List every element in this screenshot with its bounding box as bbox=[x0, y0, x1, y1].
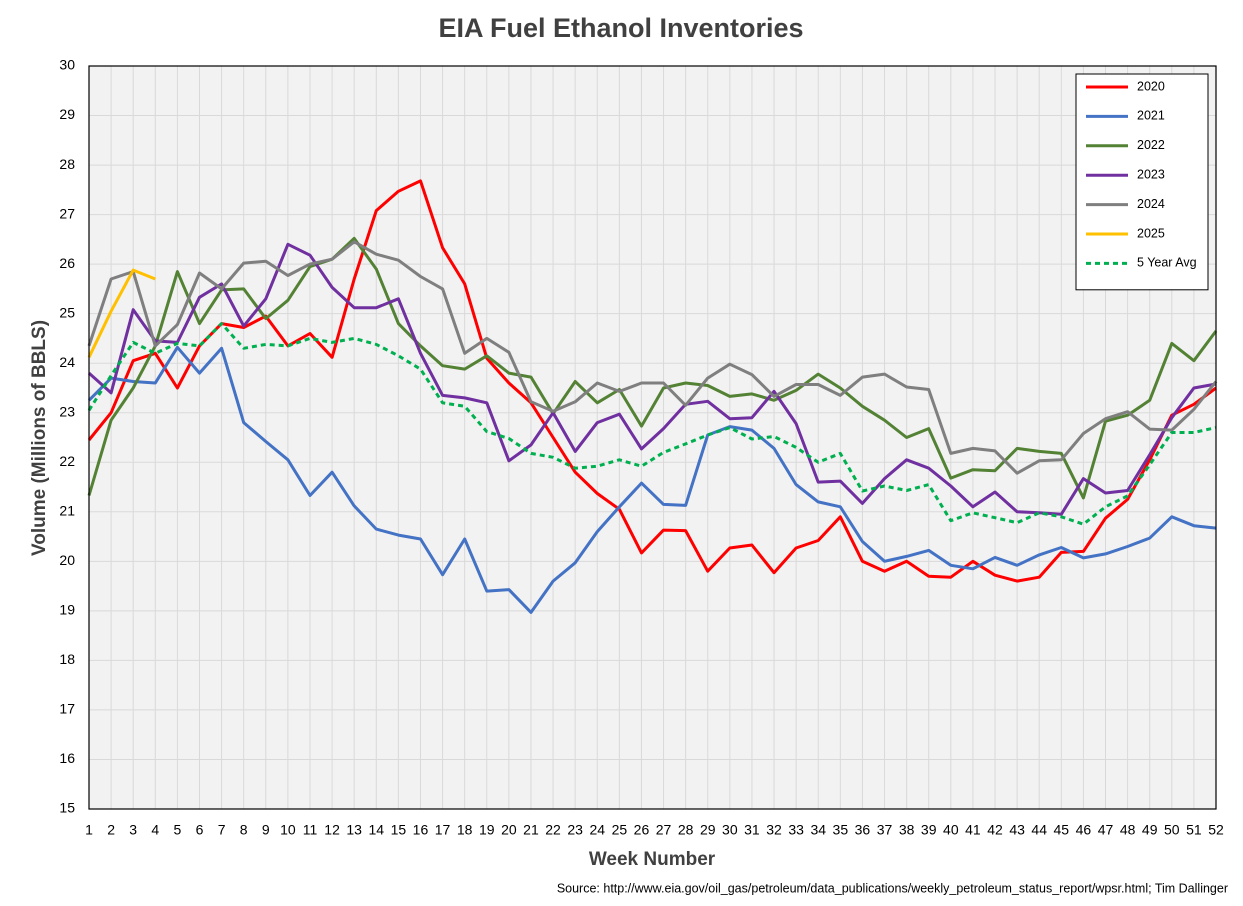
x-tick-label: 34 bbox=[810, 822, 826, 838]
x-tick-label: 7 bbox=[218, 822, 226, 838]
x-tick-label: 8 bbox=[240, 822, 248, 838]
x-tick-label: 42 bbox=[987, 822, 1003, 838]
x-tick-label: 12 bbox=[324, 822, 340, 838]
x-tick-label: 37 bbox=[877, 822, 893, 838]
legend-label: 2020 bbox=[1137, 79, 1165, 93]
x-tick-label: 11 bbox=[303, 822, 318, 838]
series-line bbox=[87, 345, 1217, 614]
series-line bbox=[87, 240, 1218, 475]
x-tick-label: 25 bbox=[612, 822, 628, 838]
x-tick-label: 19 bbox=[479, 822, 495, 838]
y-tick-label: 16 bbox=[59, 750, 75, 766]
y-tick-label: 23 bbox=[59, 403, 75, 419]
x-tick-label: 31 bbox=[744, 822, 760, 838]
x-tick-label: 6 bbox=[196, 822, 204, 838]
y-tick-label: 28 bbox=[59, 156, 75, 172]
y-axis-label: Volume (Millions of BBLS) bbox=[29, 320, 50, 556]
y-tick-label: 17 bbox=[59, 701, 75, 717]
x-tick-label: 41 bbox=[965, 822, 981, 838]
legend-box bbox=[1075, 73, 1209, 291]
x-tick-label: 24 bbox=[589, 822, 605, 838]
x-tick-label: 36 bbox=[855, 822, 871, 838]
x-tick-label: 4 bbox=[151, 822, 159, 838]
y-tick-label: 29 bbox=[59, 106, 75, 122]
y-tick-label: 27 bbox=[59, 205, 75, 221]
x-tick-label: 43 bbox=[1009, 822, 1025, 838]
x-tick-label: 27 bbox=[656, 822, 672, 838]
y-tick-label: 20 bbox=[59, 552, 75, 568]
x-tick-label: 21 bbox=[523, 822, 539, 838]
x-tick-label: 30 bbox=[722, 822, 738, 838]
x-tick-label: 3 bbox=[129, 822, 137, 838]
x-tick-label: 48 bbox=[1120, 822, 1136, 838]
grid bbox=[88, 65, 1217, 810]
series-line bbox=[87, 236, 1218, 500]
legend-label: 2025 bbox=[1137, 226, 1165, 240]
x-tick-label: 23 bbox=[567, 822, 583, 838]
x-tick-label: 40 bbox=[943, 822, 959, 838]
x-tick-label: 13 bbox=[346, 822, 362, 838]
lines bbox=[87, 179, 1218, 614]
legend-label: 5 Year Avg bbox=[1137, 256, 1197, 270]
x-tick-label: 29 bbox=[700, 822, 716, 838]
x-tick-label: 33 bbox=[788, 822, 804, 838]
x-tick-label: 20 bbox=[501, 822, 517, 838]
plot-border bbox=[88, 65, 1217, 810]
x-tick-label: 45 bbox=[1054, 822, 1070, 838]
legend: 2020 2021 2022 2023 2024 2025 5 Year Avg bbox=[1075, 73, 1209, 291]
x-tick-label: 47 bbox=[1098, 822, 1114, 838]
x-tick-label: 49 bbox=[1142, 822, 1158, 838]
x-tick-label: 2 bbox=[107, 822, 115, 838]
x-tick-label: 10 bbox=[280, 822, 296, 838]
legend-label: 2021 bbox=[1137, 109, 1165, 123]
chart-title: EIA Fuel Ethanol Inventories bbox=[438, 13, 803, 43]
x-tick-label: 15 bbox=[391, 822, 407, 838]
x-tick-label: 44 bbox=[1031, 822, 1047, 838]
x-tick-label: 5 bbox=[173, 822, 181, 838]
x-tick-label: 1 bbox=[85, 822, 93, 838]
series-line bbox=[87, 322, 1217, 526]
x-tick-label: 28 bbox=[678, 822, 694, 838]
x-tick-label: 22 bbox=[545, 822, 561, 838]
y-tick-label: 19 bbox=[59, 602, 75, 618]
series-line bbox=[87, 242, 1217, 516]
x-tick-label: 18 bbox=[457, 822, 473, 838]
x-tick-label: 9 bbox=[262, 822, 270, 838]
y-tick-label: 21 bbox=[59, 503, 75, 519]
y-tick-label: 30 bbox=[59, 57, 75, 73]
x-tick-label: 14 bbox=[368, 822, 384, 838]
legend-label: 2022 bbox=[1137, 138, 1165, 152]
x-tick-label: 16 bbox=[413, 822, 429, 838]
y-tick-label: 22 bbox=[59, 453, 75, 469]
x-tick-label: 26 bbox=[634, 822, 650, 838]
x-tick-label: 32 bbox=[766, 822, 782, 838]
x-tick-label: 52 bbox=[1208, 822, 1224, 838]
x-tick-label: 46 bbox=[1076, 822, 1092, 838]
y-tick-label: 18 bbox=[59, 651, 75, 667]
y-tick-label: 26 bbox=[59, 255, 75, 271]
x-tick-label: 51 bbox=[1186, 822, 1202, 838]
x-tick-label: 17 bbox=[435, 822, 451, 838]
x-axis-label: Week Number bbox=[589, 849, 716, 870]
y-tick-label: 25 bbox=[59, 304, 75, 320]
source-note: Source: http://www.eia.gov/oil_gas/petro… bbox=[557, 881, 1228, 895]
x-tick-label: 50 bbox=[1164, 822, 1180, 838]
series-line bbox=[87, 179, 1217, 583]
y-tick-label: 24 bbox=[59, 354, 75, 370]
series-line bbox=[87, 268, 156, 358]
legend-label: 2023 bbox=[1137, 167, 1165, 181]
x-tick-label: 35 bbox=[833, 822, 849, 838]
y-tick-label: 15 bbox=[59, 800, 75, 816]
legend-label: 2024 bbox=[1137, 197, 1165, 211]
x-tick-label: 39 bbox=[921, 822, 937, 838]
x-tick-label: 38 bbox=[899, 822, 915, 838]
